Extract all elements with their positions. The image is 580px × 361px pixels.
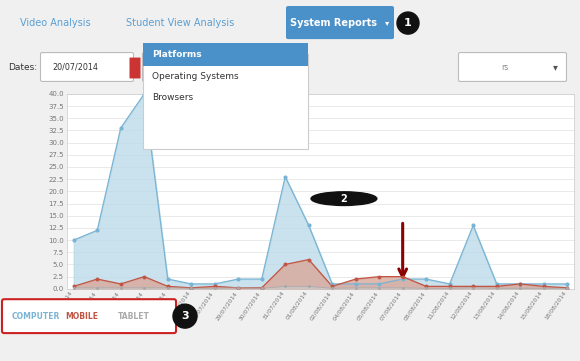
Point (492, 286, 501, 291)
Point (140, 285, 149, 291)
Point (539, 281, 548, 287)
Point (469, 222, 478, 229)
Point (422, 276, 431, 282)
Point (328, 281, 337, 287)
Point (93, 276, 102, 282)
Text: 2: 2 (340, 193, 347, 204)
Circle shape (397, 12, 419, 34)
Point (69, 283, 78, 289)
Point (93, 227, 102, 233)
Point (140, 91, 149, 97)
Point (492, 283, 501, 289)
Text: ▾: ▾ (553, 62, 557, 72)
Text: Platforms: Platforms (152, 49, 202, 58)
Point (234, 276, 243, 282)
Point (351, 281, 360, 287)
Point (281, 174, 290, 179)
Point (516, 281, 525, 287)
Point (69, 285, 78, 291)
Point (304, 283, 313, 289)
Point (116, 281, 125, 287)
Point (304, 222, 313, 229)
Point (69, 237, 78, 243)
Point (234, 285, 243, 291)
Point (351, 276, 360, 282)
Point (516, 286, 525, 291)
FancyBboxPatch shape (459, 53, 567, 82)
Circle shape (173, 304, 197, 328)
FancyBboxPatch shape (2, 299, 176, 333)
Point (445, 281, 454, 287)
Text: rs: rs (501, 62, 509, 71)
Point (375, 274, 384, 279)
Point (210, 283, 219, 289)
Point (163, 276, 172, 282)
FancyBboxPatch shape (286, 6, 394, 39)
FancyBboxPatch shape (143, 43, 308, 66)
Point (351, 285, 360, 291)
Text: Operating Systems: Operating Systems (152, 73, 238, 82)
Point (328, 286, 337, 291)
Point (422, 286, 431, 291)
Text: Browsers: Browsers (152, 93, 193, 102)
Point (445, 283, 454, 289)
Point (304, 257, 313, 262)
Point (469, 285, 478, 291)
FancyBboxPatch shape (41, 53, 133, 82)
Point (398, 276, 407, 282)
Point (281, 261, 290, 267)
Point (116, 285, 125, 291)
Text: Video Analysis: Video Analysis (20, 18, 90, 28)
Point (210, 286, 219, 291)
Point (187, 285, 196, 291)
Point (328, 283, 337, 289)
Text: 20/07/2014: 20/07/2014 (52, 62, 98, 71)
Point (234, 285, 243, 291)
Text: 1: 1 (404, 18, 412, 28)
Point (257, 286, 266, 291)
Text: ▾: ▾ (385, 18, 389, 27)
Point (539, 283, 548, 289)
Text: 20/08/2: 20/08/2 (170, 62, 201, 71)
Point (398, 274, 407, 279)
Point (539, 286, 548, 291)
Text: MOBILE: MOBILE (65, 312, 98, 321)
FancyBboxPatch shape (143, 53, 235, 82)
Point (116, 125, 125, 131)
Point (422, 283, 431, 289)
Point (93, 285, 102, 291)
Circle shape (311, 192, 377, 205)
Point (563, 286, 572, 291)
Point (163, 283, 172, 289)
Point (281, 283, 290, 289)
Point (375, 285, 384, 291)
Point (210, 281, 219, 287)
FancyBboxPatch shape (143, 54, 308, 149)
Text: 3: 3 (181, 311, 189, 321)
Point (492, 281, 501, 287)
Text: Student View Analysis: Student View Analysis (126, 18, 234, 28)
Point (563, 285, 572, 291)
Point (516, 281, 525, 287)
Point (398, 285, 407, 291)
Point (563, 281, 572, 287)
Text: System Reports: System Reports (291, 18, 378, 28)
Text: TABLET: TABLET (118, 312, 150, 321)
Point (469, 283, 478, 289)
Text: Dates:: Dates: (8, 62, 37, 71)
Point (257, 276, 266, 282)
FancyBboxPatch shape (129, 57, 140, 78)
Point (375, 281, 384, 287)
Point (140, 274, 149, 279)
Point (187, 281, 196, 287)
Point (445, 286, 454, 291)
Text: COMPUTER: COMPUTER (12, 312, 60, 321)
Point (163, 285, 172, 291)
Point (187, 286, 196, 291)
Point (257, 285, 266, 291)
